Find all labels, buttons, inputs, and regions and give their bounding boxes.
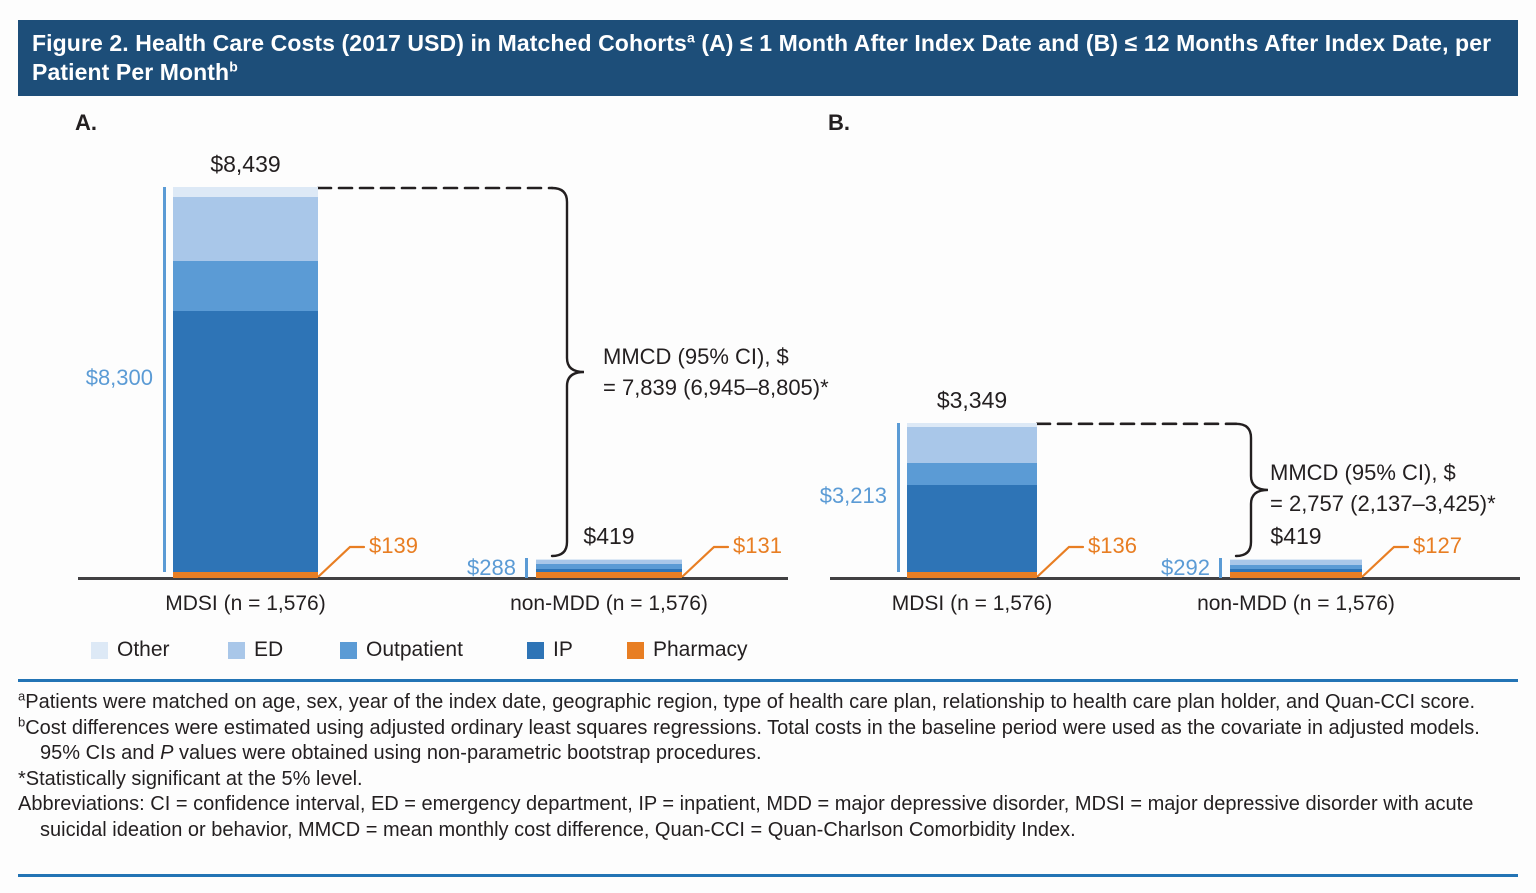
footnote-b-text-2: values were obtained using non-parametri… [173,742,762,764]
legend-label-outpatient: Outpatient [366,638,463,661]
category-label: MDSI (n = 1,576) [891,592,1053,615]
footnote-b-marker: b [18,713,26,729]
segment-ip [1230,568,1362,573]
figure-title-text-2: (A) ≤ 1 Month After Index Date and (B) ≤… [32,30,1492,85]
medical-subtotal-label-wrap: $292 [1090,555,1222,581]
mmcd-brace-a [550,186,585,558]
segment-ed [907,426,1037,463]
segment-ip [536,569,682,572]
segment-pharmacy [907,571,1037,578]
legend-item-other: Other [91,638,170,662]
footnote-a-text: Patients were matched on age, sex, year … [25,691,1476,713]
medical-subtotal-label: $3,213 [819,483,887,509]
pharmacy-cost-label: $131 [733,533,782,558]
footnote-abbreviations: Abbreviations: CI = confidence interval,… [18,793,1474,841]
figure-title-bar: Figure 2. Health Care Costs (2017 USD) i… [18,20,1518,96]
segment-ip [907,484,1037,572]
legend-swatch-ed [228,641,245,659]
medical-subtotal-label: $8,300 [85,365,153,391]
figure-title-text: Figure 2. Health Care Costs (2017 USD) i… [32,30,687,56]
category-label: non-MDD (n = 1,576) [1197,592,1395,615]
legend-swatch-other [91,641,108,659]
legend-label-other: Other [117,638,170,661]
title-footnote-marker-a: a [686,29,695,46]
pharmacy-cost-label: $136 [1088,533,1137,558]
panel-label-b: B. [828,110,850,135]
legend-label-pharmacy: Pharmacy [653,638,748,661]
segment-pharmacy [173,571,318,578]
legend-item-ip: IP [527,638,573,662]
legend-swatch-pharmacy [627,641,644,659]
medical-subtotal-bracket-line [163,187,166,572]
legend-swatch-outpatient [340,641,357,659]
total-cost-label: $419 [1270,522,1322,549]
mmcd-annotation-line1: MMCD (95% CI), $ [1270,460,1456,485]
legend-label-ip: IP [553,638,573,661]
footnote-significance: *Statistically significant at the 5% lev… [18,767,363,790]
segment-outpatient [536,563,682,570]
total-cost-label: $3,349 [936,386,1008,413]
segment-ip [173,310,318,572]
pharmacy-cost-label: $127 [1413,533,1462,558]
footnote-b-italic-p: P [160,742,174,764]
footnote-a-marker: a [18,688,26,704]
medical-subtotal-label: $288 [467,555,516,580]
legend-item-pharmacy: Pharmacy [627,638,748,662]
mmcd-annotation-line2: = 7,839 (6,945–8,805)* [603,375,829,400]
category-label: non-MDD (n = 1,576) [510,592,708,615]
legend-label-ed: ED [254,638,284,661]
total-cost-label: $419 [583,522,635,549]
pharmacy-callout-line-b1 [1035,545,1085,579]
medical-subtotal-bracket-line [897,422,900,572]
footnote-b-text-1: Cost differences were estimated using ad… [25,716,1480,765]
footnote-a: aPatients were matched on age, sex, year… [18,688,1516,716]
medical-subtotal-tick [1219,558,1222,578]
segment-other [173,187,318,197]
medical-subtotal-label: $292 [1161,555,1210,580]
footnote-b: bCost differences were estimated using a… [18,713,1516,767]
panel-label-a: A. [75,110,97,135]
category-label: MDSI (n = 1,576) [165,592,326,615]
footnotes-block: aPatients were matched on age, sex, year… [18,688,1516,843]
segment-pharmacy [1230,572,1362,578]
segment-ed [536,559,682,564]
segment-other [907,422,1037,427]
mmcd-annotation-line1: MMCD (95% CI), $ [603,344,789,369]
legend-swatch-ip [527,641,544,659]
mmcd-annotation-line2: = 2,757 (2,137–3,425)* [1270,491,1496,516]
pharmacy-callout-line-b2 [1360,545,1410,579]
medical-subtotal-label-wrap: $288 [396,555,528,581]
x-axis-b [830,577,1520,580]
pharmacy-callout-line-a1 [316,545,366,579]
legend-footnote-divider [18,679,1518,682]
medical-subtotal-tick [525,558,528,578]
x-axis-a [78,577,788,580]
segment-ed [173,196,318,261]
bottom-border [18,874,1518,877]
figure-title: Figure 2. Health Care Costs (2017 USD) i… [32,30,1491,85]
total-cost-label: $8,439 [210,151,281,177]
legend-item-outpatient: Outpatient [340,638,463,662]
pharmacy-callout-line-a2 [680,545,730,579]
segment-ed [1230,559,1362,565]
segment-outpatient [907,462,1037,485]
pharmacy-cost-label: $139 [369,533,418,558]
segment-outpatient [1230,564,1362,569]
segment-outpatient [173,260,318,311]
title-footnote-marker-b: b [229,58,238,75]
segment-pharmacy [536,571,682,578]
legend-item-ed: ED [228,638,283,662]
